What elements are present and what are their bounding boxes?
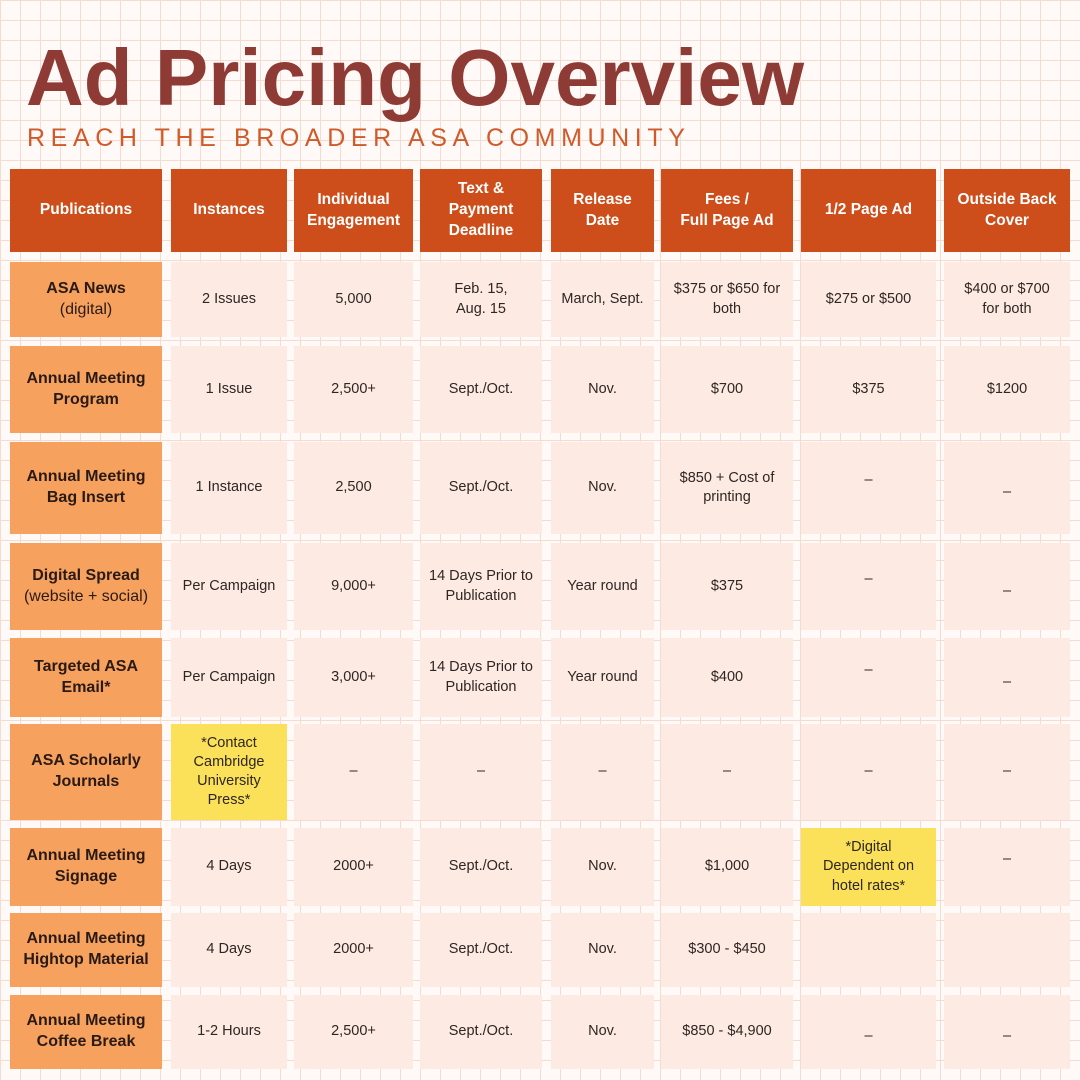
- table-cell-deadline: Sept./Oct.: [420, 442, 542, 534]
- table-cell-release-date: Nov.: [551, 995, 654, 1069]
- publication-label: Digital Spread (website + social): [10, 543, 162, 630]
- header-deadline: Text & Payment Deadline: [420, 169, 542, 252]
- publication-name: Digital Spread: [32, 566, 140, 584]
- table-cell-back-cover-fee: –: [944, 543, 1070, 630]
- table-cell-instances: 1 Instance: [171, 442, 287, 534]
- table-cell-instances: Per Campaign: [171, 543, 287, 630]
- table-cell-deadline: 14 Days Prior to Publication: [420, 543, 542, 630]
- table-cell-engagement: –: [294, 724, 413, 820]
- publication-name: Annual Meeting Hightop Material: [23, 930, 149, 968]
- table-cell-deadline: Sept./Oct.: [420, 995, 542, 1069]
- table-cell-back-cover-fee: $400 or $700 for both: [944, 262, 1070, 337]
- table-cell-half-page-fee: $375: [801, 346, 936, 433]
- table-cell-full-page-fee: $400: [661, 638, 793, 717]
- table-cell-engagement: 2,500+: [294, 346, 413, 433]
- table-cell-release-date: Nov.: [551, 442, 654, 534]
- table-cell-full-page-fee: $300 - $450: [661, 913, 793, 987]
- publication-name: Annual Meeting Coffee Break: [26, 1012, 146, 1050]
- table-cell-half-page-fee: –: [801, 995, 936, 1069]
- table-cell-back-cover-fee: –: [944, 638, 1070, 717]
- table-cell-full-page-fee: $375: [661, 543, 793, 630]
- table-cell-full-page-fee: –: [661, 724, 793, 820]
- publication-label: Annual Meeting Hightop Material: [10, 913, 162, 987]
- publication-name: Annual Meeting Bag Insert: [26, 468, 146, 506]
- table-cell-half-page-fee: –: [801, 638, 936, 717]
- table-cell-full-page-fee: $850 - $4,900: [661, 995, 793, 1069]
- table-cell-half-page-fee: –: [801, 724, 936, 820]
- table-cell-deadline: Sept./Oct.: [420, 913, 542, 987]
- table-cell-back-cover-fee: –: [944, 995, 1070, 1069]
- page-subtitle: REACH THE BROADER ASA COMMUNITY: [27, 124, 691, 152]
- table-cell-half-page-fee: [801, 913, 936, 987]
- publication-name: Annual Meeting Program: [26, 369, 146, 408]
- table-cell-back-cover-fee: –: [944, 828, 1070, 906]
- table-cell-deadline: –: [420, 724, 542, 820]
- table-cell-full-page-fee: $375 or $650 for both: [661, 262, 793, 337]
- table-cell-instances: 4 Days: [171, 828, 287, 906]
- publication-label: ASA News (digital): [10, 262, 162, 337]
- table-cell-half-page-fee: –: [801, 543, 936, 630]
- publication-name: Targeted ASA Email*: [33, 657, 138, 696]
- table-cell-deadline: Sept./Oct.: [420, 828, 542, 906]
- publication-name: ASA News: [46, 279, 126, 297]
- header-full-page-fee: Fees / Full Page Ad: [661, 169, 793, 252]
- table-cell-release-date: Nov.: [551, 346, 654, 433]
- table-cell-half-page-fee: *Digital Dependent on hotel rates*: [801, 828, 936, 906]
- table-cell-full-page-fee: $1,000: [661, 828, 793, 906]
- header-engagement: Individual Engagement: [294, 169, 413, 252]
- table-cell-release-date: Year round: [551, 543, 654, 630]
- table-cell-release-date: March, Sept.: [551, 262, 654, 337]
- table-cell-deadline: 14 Days Prior to Publication: [420, 638, 542, 717]
- publication-label: ASA Scholarly Journals: [10, 724, 162, 820]
- table-cell-engagement: 2,500+: [294, 995, 413, 1069]
- header-publications: Publications: [10, 169, 162, 252]
- publication-note: (digital): [59, 300, 113, 318]
- page-title: Ad Pricing Overview: [26, 33, 805, 122]
- table-cell-release-date: Year round: [551, 638, 654, 717]
- table-cell-engagement: 5,000: [294, 262, 413, 337]
- table-cell-deadline: Feb. 15, Aug. 15: [420, 262, 542, 337]
- header-release-date: Release Date: [551, 169, 654, 252]
- publication-name: ASA Scholarly Journals: [31, 752, 141, 790]
- publication-label: Annual Meeting Program: [10, 346, 162, 433]
- publication-label: Annual Meeting Coffee Break: [10, 995, 162, 1069]
- table-cell-deadline: Sept./Oct.: [420, 346, 542, 433]
- publication-note: (website + social): [23, 587, 149, 605]
- table-cell-back-cover-fee: [944, 913, 1070, 987]
- table-cell-release-date: –: [551, 724, 654, 820]
- table-cell-engagement: 2000+: [294, 913, 413, 987]
- header-instances: Instances: [171, 169, 287, 252]
- table-cell-instances: 1 Issue: [171, 346, 287, 433]
- header-half-page-fee: 1/2 Page Ad: [801, 169, 936, 252]
- table-cell-back-cover-fee: –: [944, 724, 1070, 820]
- table-cell-instances: 2 Issues: [171, 262, 287, 337]
- table-cell-full-page-fee: $850 + Cost of printing: [661, 442, 793, 534]
- publication-label: Annual Meeting Signage: [10, 828, 162, 906]
- table-cell-release-date: Nov.: [551, 913, 654, 987]
- table-cell-release-date: Nov.: [551, 828, 654, 906]
- publication-name: Annual Meeting Signage: [26, 847, 146, 885]
- table-cell-instances: Per Campaign: [171, 638, 287, 717]
- table-cell-full-page-fee: $700: [661, 346, 793, 433]
- publication-label: Targeted ASA Email*: [10, 638, 162, 717]
- table-cell-instances: *Contact Cambridge University Press*: [171, 724, 287, 820]
- table-cell-back-cover-fee: –: [944, 442, 1070, 534]
- table-cell-engagement: 9,000+: [294, 543, 413, 630]
- table-cell-half-page-fee: –: [801, 442, 936, 534]
- table-cell-instances: 4 Days: [171, 913, 287, 987]
- table-cell-instances: 1-2 Hours: [171, 995, 287, 1069]
- table-cell-half-page-fee: $275 or $500: [801, 262, 936, 337]
- header-back-cover-fee: Outside Back Cover: [944, 169, 1070, 252]
- table-cell-engagement: 2000+: [294, 828, 413, 906]
- table-cell-back-cover-fee: $1200: [944, 346, 1070, 433]
- table-cell-engagement: 3,000+: [294, 638, 413, 717]
- table-cell-engagement: 2,500: [294, 442, 413, 534]
- publication-label: Annual Meeting Bag Insert: [10, 442, 162, 534]
